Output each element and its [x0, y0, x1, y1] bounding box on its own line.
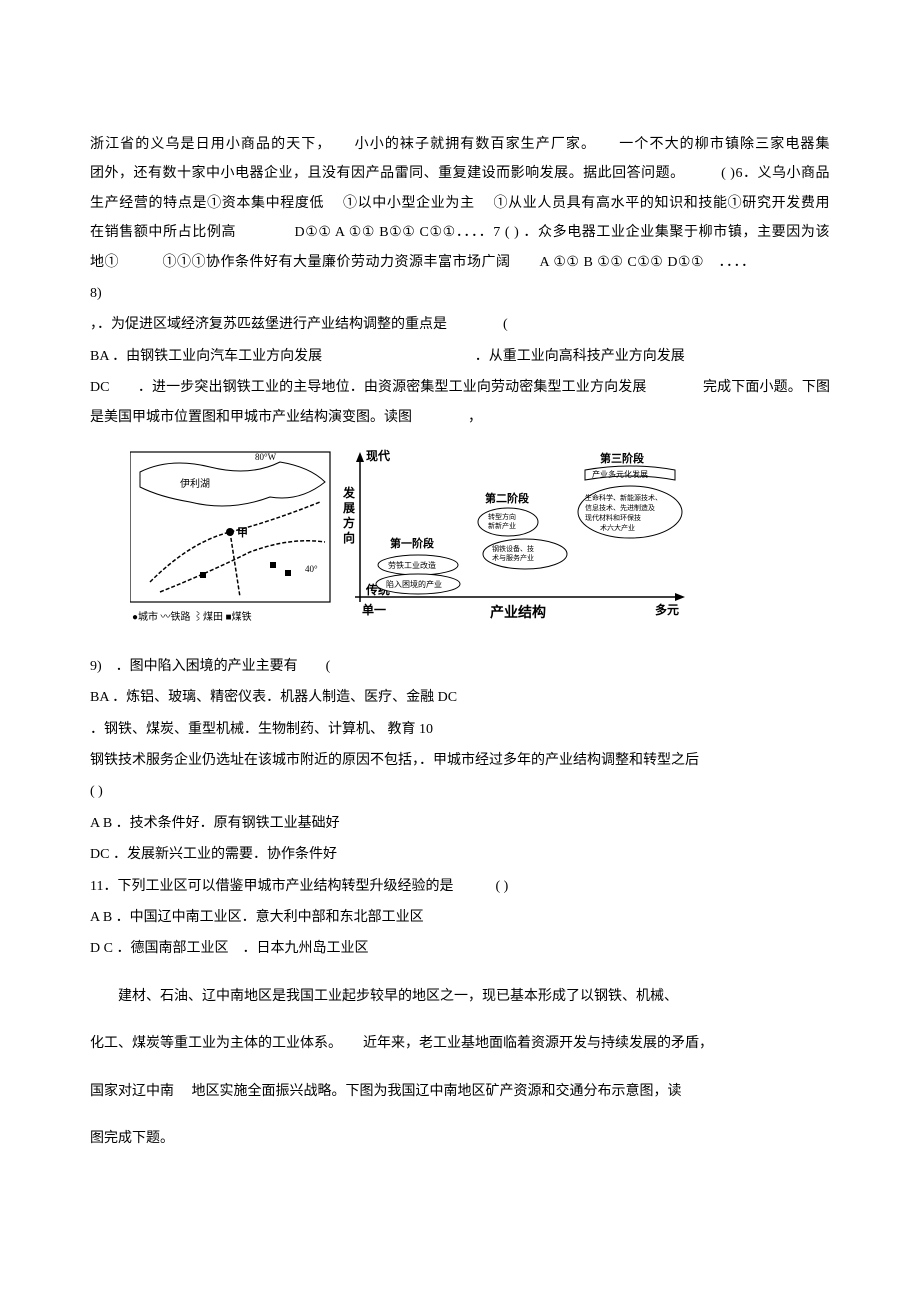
stage3-label: 第三阶段: [600, 451, 644, 465]
stage1-text2: 陷入困境的产业: [386, 579, 442, 589]
stage3-line4: 术六大产业: [600, 523, 635, 532]
q10-opts-ab: A B ．技术条件好．原有钢铁工业基础好: [90, 809, 830, 838]
stage3-line3: 现代材料和环保技: [585, 513, 641, 522]
passage-line2: 化工、煤炭等重工业为主体的工业体系。 近年来，老工业基地面临着资源开发与持续发展…: [90, 1029, 830, 1058]
x-left-label: 单一: [362, 602, 386, 617]
resource-1: [270, 562, 276, 568]
q11-opts-ab: A B ．中国辽中南工业区．意大利中部和东北部工业区: [90, 903, 830, 932]
stage2-text2b: 术与服务产业: [492, 553, 534, 562]
map-frame: [130, 452, 330, 602]
q10-opts-dc: DC ．发展新兴工业的需要．协作条件好: [90, 840, 830, 869]
map-legend: ●城市 〰铁路 ⌇煤田 ■煤铁: [132, 610, 252, 623]
stage3-banner-text: 产业多元化发展: [592, 469, 648, 479]
q8-options-row1: BA ．由钢铁工业向汽车工业方向发展 ．从重工业向高科技产业方向发展: [90, 342, 830, 371]
resource-3: [200, 572, 206, 578]
stage3-line2: 信息技术、先进制造及: [585, 503, 655, 512]
stage2-text1b: 新新产业: [488, 521, 516, 530]
y-mid-2: 展: [343, 501, 355, 515]
q10-text: 钢铁技术服务企业仍选址在该城市附近的原因不包括，．甲城市经过多年的产业结构调整和…: [90, 746, 830, 775]
passage-line3: 国家对辽中南 地区实施全面振兴战略。下图为我国辽中南地区矿产资源和交通分布示意图…: [90, 1077, 830, 1106]
diagram-wrapper: 伊利湖 80°W 甲 40° ●城市 〰铁路 ⌇煤田 ■煤铁 现代 发 展 方 …: [90, 442, 830, 632]
q8-options-row2: DC ．进一步突出钢铁工业的主导地位．由资源密集型工业向劳动密集型工业方向发展 …: [90, 373, 830, 432]
city-label: 甲: [237, 526, 248, 539]
resource-2: [285, 570, 291, 576]
q11-text: 11．下列工业区可以借鉴甲城市产业结构转型升级经验的是 ( ): [90, 872, 830, 901]
paragraph-intro: 浙江省的义乌是日用小商品的天下， 小小的袜子就拥有数百家生产厂家。 一个不大的柳…: [90, 130, 830, 277]
passage-line1: 建材、石油、辽中南地区是我国工业起步较早的地区之一，现已基本形成了以钢铁、机械、: [90, 982, 830, 1011]
stage1-label: 第一阶段: [390, 536, 434, 550]
stage2-text1a: 转型方向: [488, 512, 516, 521]
map-coord-40: 40°: [305, 564, 318, 574]
q9-text: 9) ．图中陷入困境的产业主要有 (: [90, 652, 830, 681]
stage2-text2a: 钢铁设备、技: [492, 544, 534, 553]
y-top-label: 现代: [366, 448, 390, 463]
q9-opts-2: ．钢铁、煤炭、重型机械．生物制药、计算机、 教育 10: [90, 715, 830, 744]
x-right-label: 多元: [655, 602, 679, 617]
city-dot: [226, 528, 234, 536]
stage1-text1: 劳铁工业改造: [388, 560, 436, 570]
map-coord-80w: 80°W: [255, 452, 277, 462]
q8-text: ，．为促进区域经济复苏匹兹堡进行产业结构调整的重点是 (: [90, 310, 830, 339]
x-axis-label: 产业结构: [490, 604, 546, 621]
q9-opts-1: BA ．炼铝、玻璃、精密仪表．机器人制造、医疗、金融 DC: [90, 683, 830, 712]
q8-opt-ba: BA ．由钢铁工业向汽车工业方向发展: [90, 342, 475, 371]
map-lake-label: 伊利湖: [180, 478, 210, 490]
y-mid-4: 向: [343, 530, 355, 545]
x-arrow: [675, 593, 685, 601]
q8-number: 8): [90, 279, 830, 308]
y-mid-1: 发: [342, 485, 356, 500]
passage-line4: 图完成下题。: [90, 1124, 830, 1153]
q8-opt-b2: ．从重工业向高科技产业方向发展: [475, 342, 685, 371]
industry-structure-diagram: 伊利湖 80°W 甲 40° ●城市 〰铁路 ⌇煤田 ■煤铁 现代 发 展 方 …: [130, 442, 690, 632]
q11-opts-dc: D C ．德国南部工业区 ．日本九州岛工业区: [90, 934, 830, 963]
q10-paren: ( ): [90, 777, 830, 806]
y-mid-3: 方: [343, 515, 355, 530]
y-arrow: [356, 452, 364, 462]
stage2-label: 第二阶段: [485, 491, 529, 505]
stage3-line1: 生命科学、新能源技术、: [585, 493, 662, 502]
